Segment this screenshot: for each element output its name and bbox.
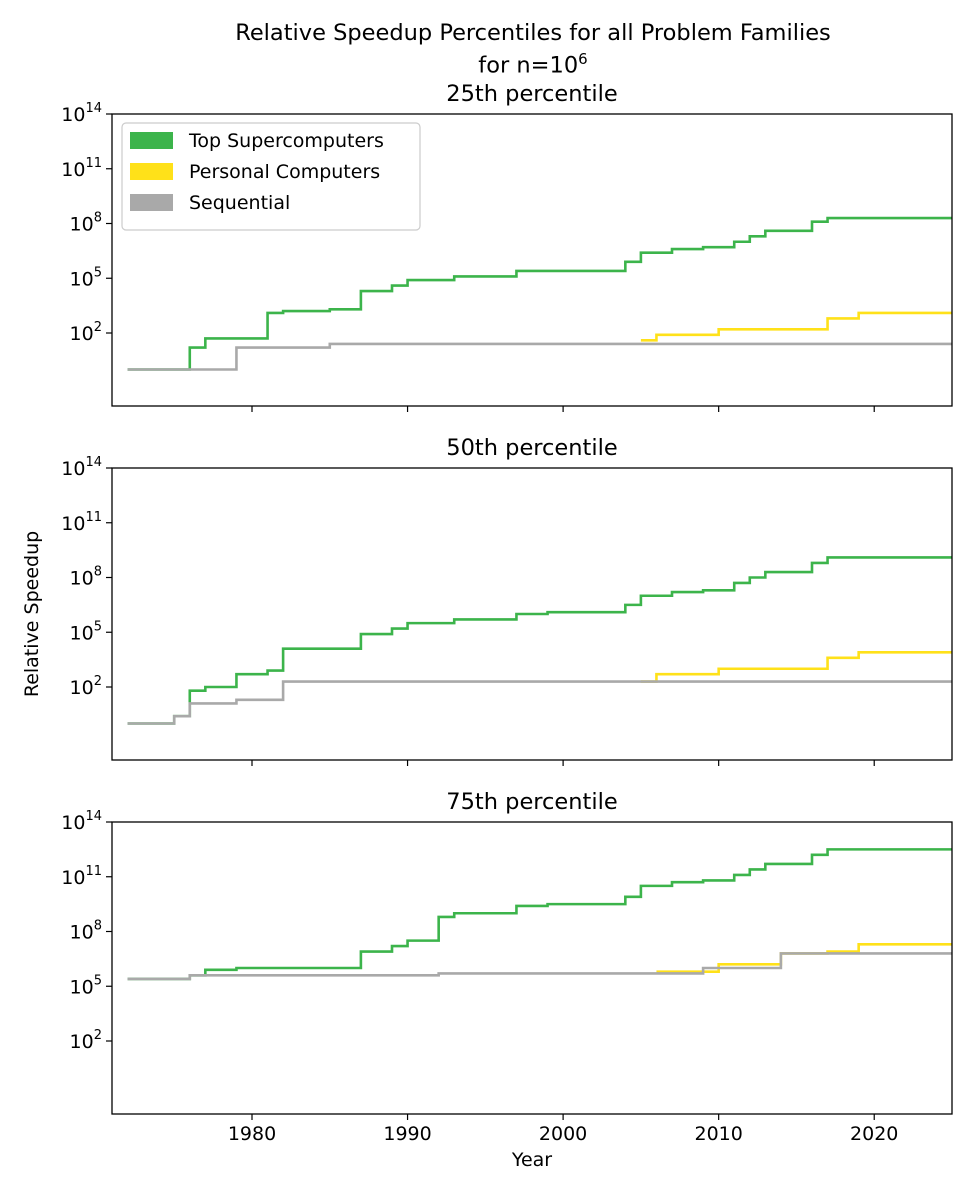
panel-2: 50th percentile 102 105 108 1011 1014 Relative… bbox=[21, 435, 953, 766]
legend-label: Sequential bbox=[189, 192, 290, 214]
figure-title-line2-exponent: 6 bbox=[578, 50, 588, 68]
axes-frame bbox=[111, 113, 953, 407]
panel-3: 75th percentile 102 105 108 1011 1014 1980 1990… bbox=[61, 789, 953, 1171]
panel-title: 25th percentile bbox=[446, 81, 617, 107]
x-tick-label: 1990 bbox=[383, 1123, 431, 1145]
series-line-top-supercomputers bbox=[127, 216, 952, 371]
y-tick-label: 1011 bbox=[61, 156, 102, 181]
figure-title-line2: for n=106 bbox=[0, 50, 975, 79]
legend-label: Personal Computers bbox=[189, 161, 380, 183]
y-tick-label: 108 bbox=[70, 211, 102, 236]
series-line-top-supercomputers bbox=[127, 556, 952, 725]
y-tick-label: 102 bbox=[70, 320, 102, 345]
axes-frame bbox=[111, 821, 953, 1115]
y-tick-label: 1011 bbox=[61, 864, 102, 889]
y-axis-label: Relative Speedup bbox=[21, 531, 43, 697]
series-line-sequential bbox=[127, 680, 952, 725]
x-tick-label: 1980 bbox=[228, 1123, 276, 1145]
panel-1: 25th percentile 102 105 108 1011 1014 Top Supe… bbox=[61, 81, 953, 412]
axes-frame bbox=[111, 467, 953, 761]
y-tick-label: 108 bbox=[70, 565, 102, 590]
x-tick-label: 2010 bbox=[694, 1123, 742, 1145]
y-tick-label: 102 bbox=[70, 1028, 102, 1053]
legend: Top Supercomputers Personal Computers Sequ… bbox=[121, 122, 421, 231]
x-axis-label: Year bbox=[511, 1149, 552, 1171]
series-line-sequential bbox=[127, 952, 952, 981]
y-tick-label: 1011 bbox=[61, 510, 102, 535]
series-lines bbox=[127, 556, 952, 725]
legend-swatch bbox=[130, 132, 173, 149]
legend-swatch bbox=[130, 194, 173, 211]
y-tick-label: 102 bbox=[70, 674, 102, 699]
y-tick-label: 1014 bbox=[61, 101, 102, 126]
series-line-personal-computers bbox=[640, 651, 952, 683]
y-tick-label: 105 bbox=[70, 265, 102, 290]
series-line-personal-computers bbox=[640, 311, 952, 342]
y-tick-label: 1014 bbox=[61, 455, 102, 480]
x-tick-label: 2020 bbox=[850, 1123, 898, 1145]
series-line-top-supercomputers bbox=[127, 848, 952, 981]
figure-title-line2-prefix: for n=10 bbox=[478, 52, 579, 79]
series-line-personal-computers bbox=[656, 942, 952, 973]
y-tick-label: 1014 bbox=[61, 809, 102, 834]
panel-title: 75th percentile bbox=[446, 789, 617, 815]
series-lines bbox=[127, 216, 952, 371]
x-tick-label: 2000 bbox=[539, 1123, 587, 1145]
y-tick-label: 105 bbox=[70, 973, 102, 998]
legend-swatch bbox=[130, 163, 173, 180]
panel-title: 50th percentile bbox=[446, 435, 617, 461]
legend-box bbox=[121, 122, 421, 231]
y-tick-label: 105 bbox=[70, 619, 102, 644]
y-tick-label: 108 bbox=[70, 919, 102, 944]
series-lines bbox=[127, 848, 952, 981]
figure-title-line1: Relative Speedup Percentiles for all Pro… bbox=[235, 20, 831, 46]
series-line-sequential bbox=[127, 342, 952, 371]
legend-label: Top Supercomputers bbox=[188, 130, 384, 152]
